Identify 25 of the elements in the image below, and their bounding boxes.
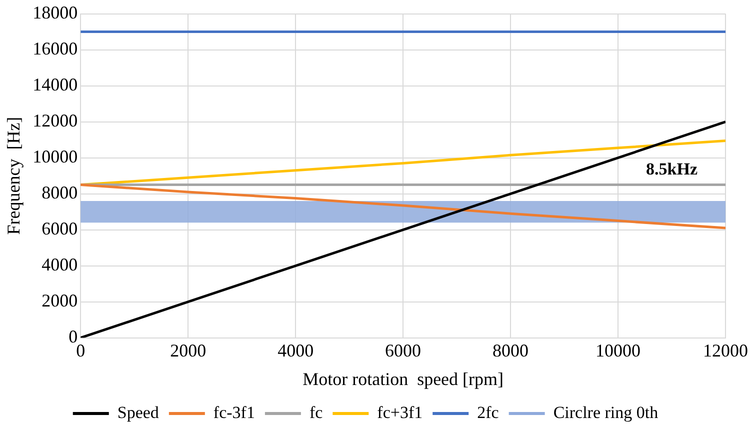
annotation: 8.5kHz (646, 160, 698, 179)
x-tick-label: 6000 (385, 340, 422, 360)
y-tick-label: 12000 (32, 110, 78, 131)
x-tick-label: 4000 (278, 340, 314, 360)
legend-label: 2fc (477, 402, 500, 422)
y-axis-title: Frequency [Hz] (4, 116, 24, 235)
y-tick-label: 0 (68, 326, 78, 347)
x-tick-label: 8000 (492, 340, 529, 360)
y-tick-label: 8000 (42, 182, 78, 203)
x-tick-label: 2000 (170, 340, 206, 360)
y-tick-label: 10000 (32, 146, 78, 167)
legend-label: fc+3f1 (377, 402, 423, 422)
x-tick-label: 10000 (596, 340, 641, 360)
y-tick-label: 14000 (32, 74, 78, 95)
y-tick-label: 4000 (42, 254, 78, 275)
y-tick-label: 18000 (32, 2, 78, 23)
x-tick-label: 12000 (703, 340, 748, 360)
legend-label: fc (309, 402, 324, 422)
x-axis-title: Motor rotation speed [rpm] (302, 368, 504, 389)
y-tick-label: 2000 (42, 290, 78, 311)
y-tick-label: 16000 (32, 38, 78, 59)
legend-label: Circlre ring 0th (553, 402, 659, 422)
legend-label: Speed (117, 402, 160, 422)
legend-label: fc-3f1 (213, 402, 255, 422)
y-tick-label: 6000 (42, 218, 78, 239)
